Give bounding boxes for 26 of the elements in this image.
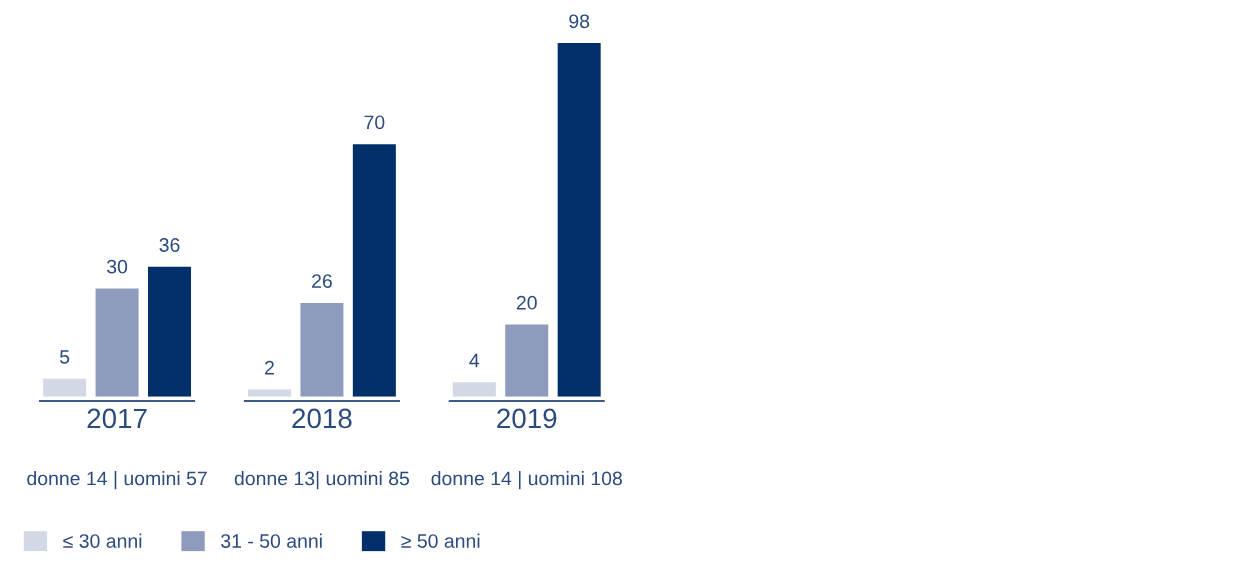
bar bbox=[452, 382, 496, 397]
text: donne 14 | uomini 57 bbox=[27, 471, 207, 490]
bar bbox=[300, 302, 344, 397]
x-tick-label: 2018 bbox=[292, 408, 352, 429]
x-tick-label: 2017 bbox=[87, 408, 147, 429]
bar bbox=[148, 266, 192, 397]
data-label: 98 bbox=[569, 14, 590, 29]
legend-label: ≤ 30 anni bbox=[63, 533, 142, 548]
x-tick-label: 2019 bbox=[497, 408, 557, 429]
text: donne 14 | uomini 108 bbox=[431, 471, 622, 490]
legend-label: 31 - 50 anni bbox=[221, 533, 322, 548]
text: donne 13| uomini 85 bbox=[234, 471, 410, 490]
bar bbox=[95, 288, 139, 397]
bar bbox=[352, 144, 396, 397]
bar bbox=[43, 378, 87, 397]
data-label: 26 bbox=[312, 274, 332, 288]
data-label: 36 bbox=[159, 238, 180, 252]
data-label: 5 bbox=[60, 350, 70, 364]
data-label: 30 bbox=[107, 259, 128, 274]
data-label: 70 bbox=[364, 115, 385, 130]
bar bbox=[557, 43, 601, 397]
legend-label: ≥ 50 anni bbox=[401, 533, 480, 548]
bar bbox=[505, 324, 549, 397]
data-label: 2 bbox=[265, 360, 274, 375]
data-label: 20 bbox=[516, 295, 537, 310]
data-label: 4 bbox=[469, 353, 480, 368]
